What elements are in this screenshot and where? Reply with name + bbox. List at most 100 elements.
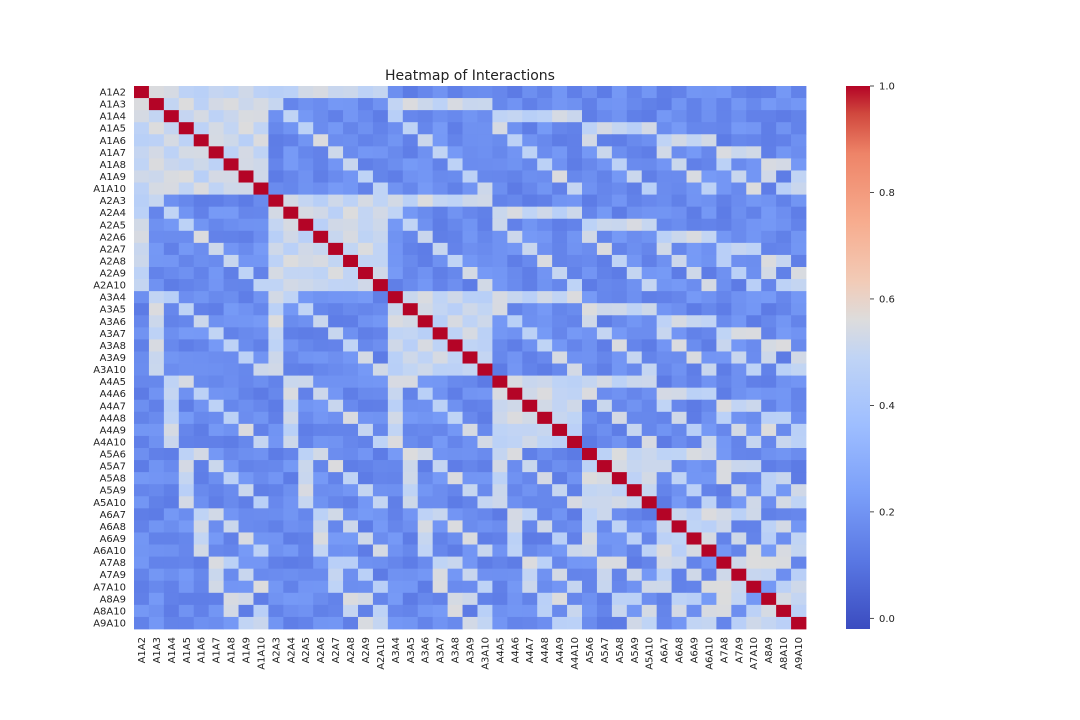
heatmap-cell xyxy=(358,399,374,413)
heatmap-cell xyxy=(582,158,598,171)
heatmap-cell xyxy=(238,158,254,171)
heatmap-cell xyxy=(134,267,150,280)
heatmap-cell xyxy=(761,279,777,292)
y-tick-label: A4A5 xyxy=(100,377,126,388)
heatmap-cell xyxy=(477,460,493,473)
heatmap-cell xyxy=(462,134,478,147)
heatmap-cell xyxy=(238,182,254,195)
heatmap-cell xyxy=(731,472,747,485)
heatmap-cell xyxy=(477,242,493,256)
heatmap-cell xyxy=(447,170,463,183)
heatmap-cell xyxy=(358,279,374,292)
heatmap-cell xyxy=(372,122,389,135)
heatmap-cell xyxy=(537,291,553,304)
heatmap-cell xyxy=(671,532,687,545)
heatmap-cell xyxy=(582,315,598,328)
heatmap-cell xyxy=(283,520,299,533)
heatmap-cell xyxy=(283,158,299,171)
heatmap-cell xyxy=(477,363,493,376)
heatmap-cell xyxy=(492,303,508,316)
heatmap-cell xyxy=(477,411,493,425)
heatmap-cell xyxy=(178,460,195,473)
heatmap-cell xyxy=(641,472,658,485)
x-tick-label: A5A9 xyxy=(630,637,641,663)
heatmap-cell xyxy=(283,435,299,449)
heatmap-cell xyxy=(477,448,493,461)
heatmap-cell xyxy=(328,230,344,244)
heatmap-cell xyxy=(507,484,523,497)
heatmap-cell xyxy=(193,484,210,497)
heatmap-cell xyxy=(671,616,687,630)
heatmap-cell xyxy=(313,532,329,545)
heatmap-cell xyxy=(731,568,747,582)
x-tick-label: A7A9 xyxy=(734,637,745,663)
heatmap-cell xyxy=(671,98,687,111)
heatmap-cell xyxy=(208,230,224,244)
heatmap-cell xyxy=(268,387,284,401)
heatmap-cell xyxy=(447,508,463,521)
heatmap-cell xyxy=(208,206,224,220)
heatmap-cell xyxy=(716,520,732,533)
heatmap-cell xyxy=(611,484,628,497)
heatmap-cell xyxy=(417,122,434,135)
heatmap-cell xyxy=(507,460,523,473)
heatmap-cell xyxy=(238,604,254,618)
heatmap-cell xyxy=(626,460,643,473)
heatmap-cell xyxy=(761,230,777,244)
heatmap-cell xyxy=(462,448,478,461)
heatmap-cell xyxy=(626,520,643,533)
heatmap-cell xyxy=(253,351,269,364)
heatmap-cell xyxy=(776,460,792,473)
heatmap-cell xyxy=(552,110,568,123)
heatmap-cell xyxy=(537,327,553,340)
heatmap-cell xyxy=(223,616,239,630)
heatmap-cell xyxy=(462,604,478,618)
heatmap-cell xyxy=(283,327,299,340)
heatmap-cell xyxy=(432,315,448,328)
heatmap-cell xyxy=(716,218,732,232)
heatmap-cell xyxy=(178,327,195,340)
heatmap-cell xyxy=(552,182,568,195)
heatmap-cell xyxy=(343,496,359,509)
heatmap-cell xyxy=(417,532,434,545)
heatmap-cell xyxy=(641,399,658,413)
heatmap-cell xyxy=(193,182,210,195)
heatmap-cell xyxy=(462,508,478,521)
x-tick-label: A2A5 xyxy=(301,637,312,663)
heatmap-cell xyxy=(596,604,613,618)
heatmap-cell xyxy=(776,339,792,352)
heatmap-cell xyxy=(238,230,254,244)
heatmap-cell xyxy=(791,291,807,304)
heatmap-cell xyxy=(537,206,553,220)
heatmap-cell xyxy=(402,158,419,171)
heatmap-cell xyxy=(641,580,658,594)
heatmap-cell xyxy=(178,423,195,437)
heatmap-cell xyxy=(328,568,344,582)
heatmap-cell xyxy=(387,387,404,401)
heatmap-cell xyxy=(417,134,434,147)
heatmap-cell xyxy=(387,86,404,99)
heatmap-cell xyxy=(611,435,628,449)
heatmap-cell xyxy=(328,375,344,389)
heatmap-cell xyxy=(477,484,493,497)
heatmap-cell xyxy=(223,170,239,183)
heatmap-cell xyxy=(716,411,732,425)
heatmap-cell xyxy=(582,435,598,449)
heatmap-cell xyxy=(358,496,374,509)
heatmap-cell xyxy=(223,339,239,352)
heatmap-cell xyxy=(791,532,807,545)
heatmap-cell xyxy=(552,399,568,413)
heatmap-cell xyxy=(686,496,702,509)
heatmap-cell xyxy=(686,218,702,232)
heatmap-cell xyxy=(208,182,224,195)
heatmap-cell xyxy=(163,411,180,425)
heatmap-cell xyxy=(567,303,583,316)
heatmap-cell xyxy=(731,580,747,594)
heatmap-cell xyxy=(223,230,239,244)
heatmap-cell xyxy=(701,556,717,570)
heatmap-cell xyxy=(238,387,254,401)
heatmap-cell xyxy=(313,182,329,195)
heatmap-cell xyxy=(537,86,553,99)
heatmap-cell xyxy=(761,303,777,316)
heatmap-cell xyxy=(387,604,404,618)
